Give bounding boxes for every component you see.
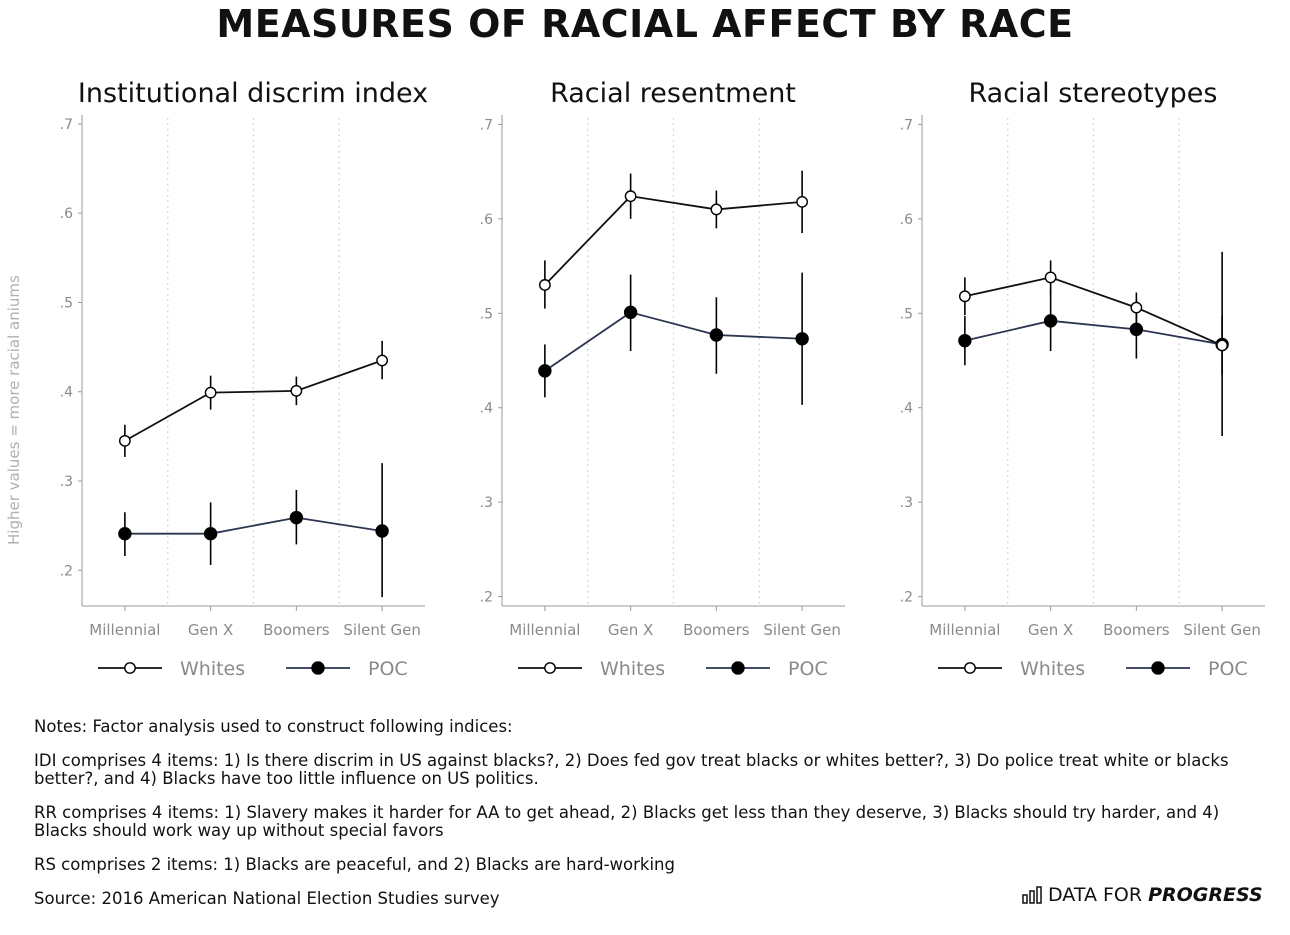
poc-point <box>958 333 972 348</box>
x-tick-label: Millennial <box>89 621 160 639</box>
legend-whites-marker <box>124 662 136 674</box>
poc-series-line <box>544 311 803 372</box>
x-tick-label: Millennial <box>929 621 1000 639</box>
legend-whites-marker <box>544 662 556 674</box>
y-tick-label: .7 <box>900 117 913 133</box>
whites-point <box>118 434 131 447</box>
poc-point <box>1129 322 1144 337</box>
panel-title: Institutional discrim index <box>78 78 428 109</box>
legend-poc-marker <box>311 661 325 675</box>
poc-point <box>375 524 389 538</box>
poc-point <box>1043 314 1058 328</box>
x-tick-label: Gen X <box>188 621 233 639</box>
x-tick-label: Boomers <box>1103 621 1170 639</box>
whites-point <box>710 203 723 216</box>
y-tick-label: .2 <box>900 590 913 606</box>
y-tick-label: .3 <box>480 495 493 511</box>
y-tick-label: .5 <box>480 306 493 322</box>
poc-point <box>623 305 638 320</box>
poc-point <box>118 526 132 541</box>
y-tick-label: .5 <box>900 306 913 322</box>
y-tick-label: .7 <box>480 117 493 133</box>
x-tick-label: Silent Gen <box>343 621 421 639</box>
x-tick-label: Boomers <box>683 621 750 639</box>
legend-whites-label: Whites <box>180 658 245 680</box>
notes-rr: RR comprises 4 items: 1) Slavery makes i… <box>34 803 1220 840</box>
whites-point <box>376 354 389 367</box>
y-tick-label: .4 <box>480 401 493 417</box>
y-tick-label: .6 <box>900 212 913 228</box>
legend-poc-label: POC <box>1208 658 1248 680</box>
panel-1: Institutional discrim index .2 .3 .4 .5 .6 .7 M… <box>60 78 428 680</box>
whites-point <box>538 279 551 291</box>
y-tick-label: .2 <box>480 590 493 606</box>
y-tick-label: .7 <box>60 117 73 133</box>
whites-point <box>290 384 303 397</box>
legend-poc-label: POC <box>368 658 408 680</box>
legend-whites-label: Whites <box>600 658 665 680</box>
notes-intro: Notes: Factor analysis used to construct… <box>34 717 513 736</box>
legend-whites-label: Whites <box>1020 658 1085 680</box>
x-tick-label: Silent Gen <box>763 621 841 639</box>
brand-logo: DATA FOR PROGRESS <box>1022 884 1263 906</box>
whites-point <box>796 195 809 208</box>
poc-series-line <box>964 319 1223 346</box>
brand-text-bold: PROGRESS <box>1148 884 1263 906</box>
y-axis-label: Higher values = more racial aniums <box>5 275 23 545</box>
notes-idi: IDI comprises 4 items: 1) Is there discr… <box>34 751 1229 788</box>
whites-series-line <box>544 195 803 286</box>
x-tick-label: Gen X <box>1028 621 1073 639</box>
y-tick-label: .6 <box>480 212 493 228</box>
chart-panels: Institutional discrim index .2 .3 .4 .5 .6 .7 M… <box>60 78 1265 680</box>
brand-text-light: DATA FOR <box>1048 884 1143 906</box>
panel-2: Racial resentment .2 .3 .4 .5 .6 .7 Millennial G… <box>480 78 845 680</box>
y-tick-label: .5 <box>60 295 73 311</box>
legend-poc-marker <box>1151 661 1165 675</box>
y-tick-label: .6 <box>60 206 73 222</box>
notes-section: Notes: Factor analysis used to construct… <box>34 718 1244 924</box>
whites-point <box>204 386 217 399</box>
panel-title: Racial resentment <box>550 78 796 109</box>
poc-point <box>289 510 304 525</box>
poc-point <box>795 332 809 346</box>
y-tick-label: .2 <box>60 563 73 579</box>
poc-point <box>709 328 724 342</box>
whites-point <box>1216 339 1229 352</box>
whites-series-line <box>964 276 1223 347</box>
notes-source: Source: 2016 American National Election … <box>34 889 500 908</box>
bar-chart-icon <box>1022 886 1042 904</box>
y-tick-label: .3 <box>900 495 913 511</box>
whites-point <box>624 190 637 203</box>
whites-point <box>958 290 971 303</box>
poc-series-line <box>124 516 383 535</box>
y-tick-label: .4 <box>900 401 913 417</box>
poc-point <box>203 526 218 541</box>
notes-rs: RS comprises 2 items: 1) Blacks are peac… <box>34 855 675 874</box>
whites-point <box>1044 271 1057 284</box>
panel-title: Racial stereotypes <box>969 78 1218 109</box>
poc-point <box>538 364 552 378</box>
panel-3: Racial stereotypes .2 .3 .4 .5 .6 .7 Millennial… <box>900 78 1265 680</box>
whites-point <box>1130 301 1143 314</box>
charts-area: Higher values = more racial aniums Insti… <box>5 78 1265 680</box>
legend-poc-label: POC <box>788 658 828 680</box>
x-tick-label: Silent Gen <box>1183 621 1261 639</box>
legend-whites-marker <box>964 662 976 674</box>
chart-main-title: MEASURES OF RACIAL AFFECT BY RACE <box>216 2 1074 46</box>
whites-series-line <box>124 359 383 442</box>
y-tick-label: .3 <box>60 474 73 490</box>
x-tick-label: Boomers <box>263 621 330 639</box>
x-tick-label: Millennial <box>509 621 580 639</box>
legend-poc-marker <box>731 661 745 675</box>
y-tick-label: .4 <box>60 385 73 401</box>
x-tick-label: Gen X <box>608 621 653 639</box>
